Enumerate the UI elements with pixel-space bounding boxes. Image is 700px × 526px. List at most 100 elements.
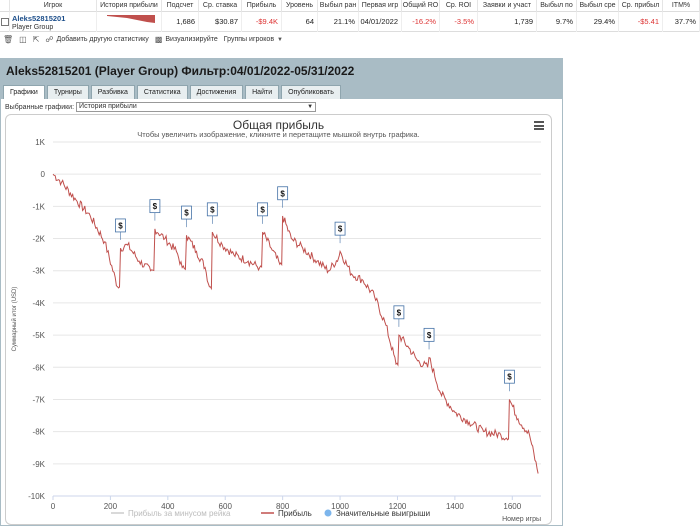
profit-series-line[interactable] (52, 173, 539, 474)
cell-count: 1,686 (162, 12, 199, 32)
y-tick-label: 0 (41, 170, 46, 179)
visualize-button[interactable]: ▩ Визуализируйте (155, 35, 218, 44)
link-icon: ☍ (45, 35, 54, 44)
cell-itm: 37.7% (663, 12, 700, 32)
chart-select[interactable]: История прибыли ▼ (76, 102, 317, 112)
tab-find[interactable]: Найти (245, 85, 280, 99)
big-win-label: $ (184, 209, 189, 218)
header-checkbox-col (0, 0, 10, 12)
header-avg-stake[interactable]: Ср. ставка (199, 0, 242, 12)
table-row[interactable]: Aleks52815201 Player Group 1,686 $30.87 … (0, 12, 700, 32)
x-tick-label: 400 (161, 502, 175, 511)
columns-icon[interactable]: ◫ (19, 35, 27, 44)
big-win-label: $ (210, 205, 215, 214)
menu-icon[interactable] (534, 121, 544, 130)
header-out-mid[interactable]: Выбыл сре (577, 0, 619, 12)
header-total-roi[interactable]: Общий RO (402, 0, 440, 12)
legend-profit-label[interactable]: Прибыль (278, 509, 312, 518)
cell-out-mid: 29.4% (577, 12, 619, 32)
cell-avg-stake: $30.87 (199, 12, 242, 32)
header-early-out[interactable]: Выбыл ран (318, 0, 359, 12)
header-out-late[interactable]: Выбыл по (537, 0, 577, 12)
cell-out-late: 9.7% (537, 12, 577, 32)
y-tick-label: -6K (33, 363, 46, 372)
big-win-label: $ (507, 373, 512, 382)
tab-tournaments[interactable]: Турниры (46, 85, 89, 99)
x-tick-label: 200 (104, 502, 118, 511)
header-level[interactable]: Уровень (282, 0, 318, 12)
big-win-marker[interactable] (334, 221, 346, 236)
chart-select-value: История прибыли (79, 103, 137, 110)
x-tick-label: 1600 (503, 502, 521, 511)
header-profit-history[interactable]: История прибыли (97, 0, 162, 12)
tab-charts[interactable]: Графики (3, 85, 45, 99)
chart-select-row: Выбранные графики: История прибыли ▼ (5, 102, 317, 112)
chevron-down-icon: ▼ (277, 36, 283, 43)
profit-history-sparkline (97, 12, 162, 32)
chart-subtitle: Чтобы увеличить изображение, кликните и … (137, 130, 420, 139)
header-avg-profit[interactable]: Ср. прибыл (619, 0, 663, 12)
chart-plot[interactable]: 1K 0 -1K -2K -3K -4K -5K -6K -7K -8K -9K -10K 0 200 40… (6, 115, 553, 526)
panel-title: Aleks52815201 (Player Group) Фильтр:04/0… (1, 59, 562, 83)
y-tick-label: -3K (33, 267, 46, 276)
cell-early-out: 21.1% (318, 12, 359, 32)
y-tick-label: 1K (35, 138, 45, 147)
player-name-link[interactable]: Aleks52815201 (12, 14, 66, 23)
header-avg-roi[interactable]: Ср. ROI (440, 0, 478, 12)
y-tick-label: -2K (33, 235, 46, 244)
legend-bigwin-label[interactable]: Значительные выигрыши (336, 509, 430, 518)
row-checkbox[interactable] (1, 18, 9, 26)
y-tick-label: -8K (33, 428, 46, 437)
trash-icon[interactable]: 🗑 (3, 35, 14, 44)
tab-statistics[interactable]: Статистика (136, 85, 188, 99)
chart-title: Общая прибыль (232, 118, 325, 132)
big-win-label: $ (260, 205, 265, 214)
chevron-down-icon: ▼ (307, 104, 314, 110)
header-player[interactable]: Игрок (10, 0, 97, 12)
chart-container[interactable]: Общая прибыль Чтобы увеличить изображени… (5, 114, 552, 525)
big-win-label: $ (427, 331, 432, 340)
big-win-label: $ (338, 225, 343, 234)
legend-bigwin-swatch[interactable] (324, 509, 332, 517)
cell-level: 64 (282, 12, 318, 32)
big-win-label: $ (397, 308, 402, 317)
visualize-label: Визуализируйте (165, 36, 218, 43)
header-first-game[interactable]: Первая игр (359, 0, 402, 12)
y-tick-label: -5K (33, 331, 46, 340)
x-tick-label: 1000 (331, 502, 349, 511)
y-tick-label: -7K (33, 395, 46, 404)
tab-breakdown[interactable]: Разбивка (90, 85, 135, 99)
big-win-label: $ (118, 221, 123, 230)
header-itm[interactable]: ITM% (663, 0, 700, 12)
x-tick-label: 0 (51, 502, 56, 511)
cell-profit: -$9.4K (242, 12, 282, 32)
row-checkbox-cell (0, 12, 10, 32)
legend-rake-label[interactable]: Прибыль за минусом рейка (128, 509, 231, 518)
player-detail-panel: Aleks52815201 (Player Group) Фильтр:04/0… (0, 58, 563, 526)
cell-entries: 1,739 (478, 12, 537, 32)
sparkline-graphic (107, 15, 155, 23)
x-tick-label: 800 (276, 502, 290, 511)
add-stat-button[interactable]: ☍ Добавить другую статистику (45, 35, 148, 44)
big-win-label: $ (153, 202, 158, 211)
cell-total-roi: -16.2% (402, 12, 440, 32)
chart-icon: ▩ (154, 35, 163, 44)
y-tick-label: -10K (28, 492, 46, 501)
tab-achievements[interactable]: Достижения (189, 85, 244, 99)
add-stat-label: Добавить другую статистику (56, 36, 149, 43)
player-cell[interactable]: Aleks52815201 Player Group (10, 12, 97, 32)
x-tick-label: 600 (219, 502, 233, 511)
big-win-label: $ (280, 189, 285, 198)
export-icon[interactable]: ⇱ (32, 35, 40, 44)
y-axis-title: Суммарный итог (USD) (11, 287, 18, 352)
cell-first-game: 04/01/2022 (359, 12, 402, 32)
y-tick-label: -9K (33, 460, 46, 469)
player-groups-label: Группы игроков (223, 36, 275, 43)
header-profit[interactable]: Прибыль (242, 0, 282, 12)
tab-publish[interactable]: Опубликовать (281, 85, 341, 99)
header-count[interactable]: Подсчет (162, 0, 199, 12)
header-entries[interactable]: Заявки и участ (478, 0, 537, 12)
stats-toolbar: 🗑 ◫ ⇱ ☍ Добавить другую статистику ▩ Виз… (0, 33, 700, 46)
player-groups-dropdown[interactable]: Группы игроков ▼ (224, 36, 283, 43)
big-win-marker[interactable] (181, 205, 192, 220)
